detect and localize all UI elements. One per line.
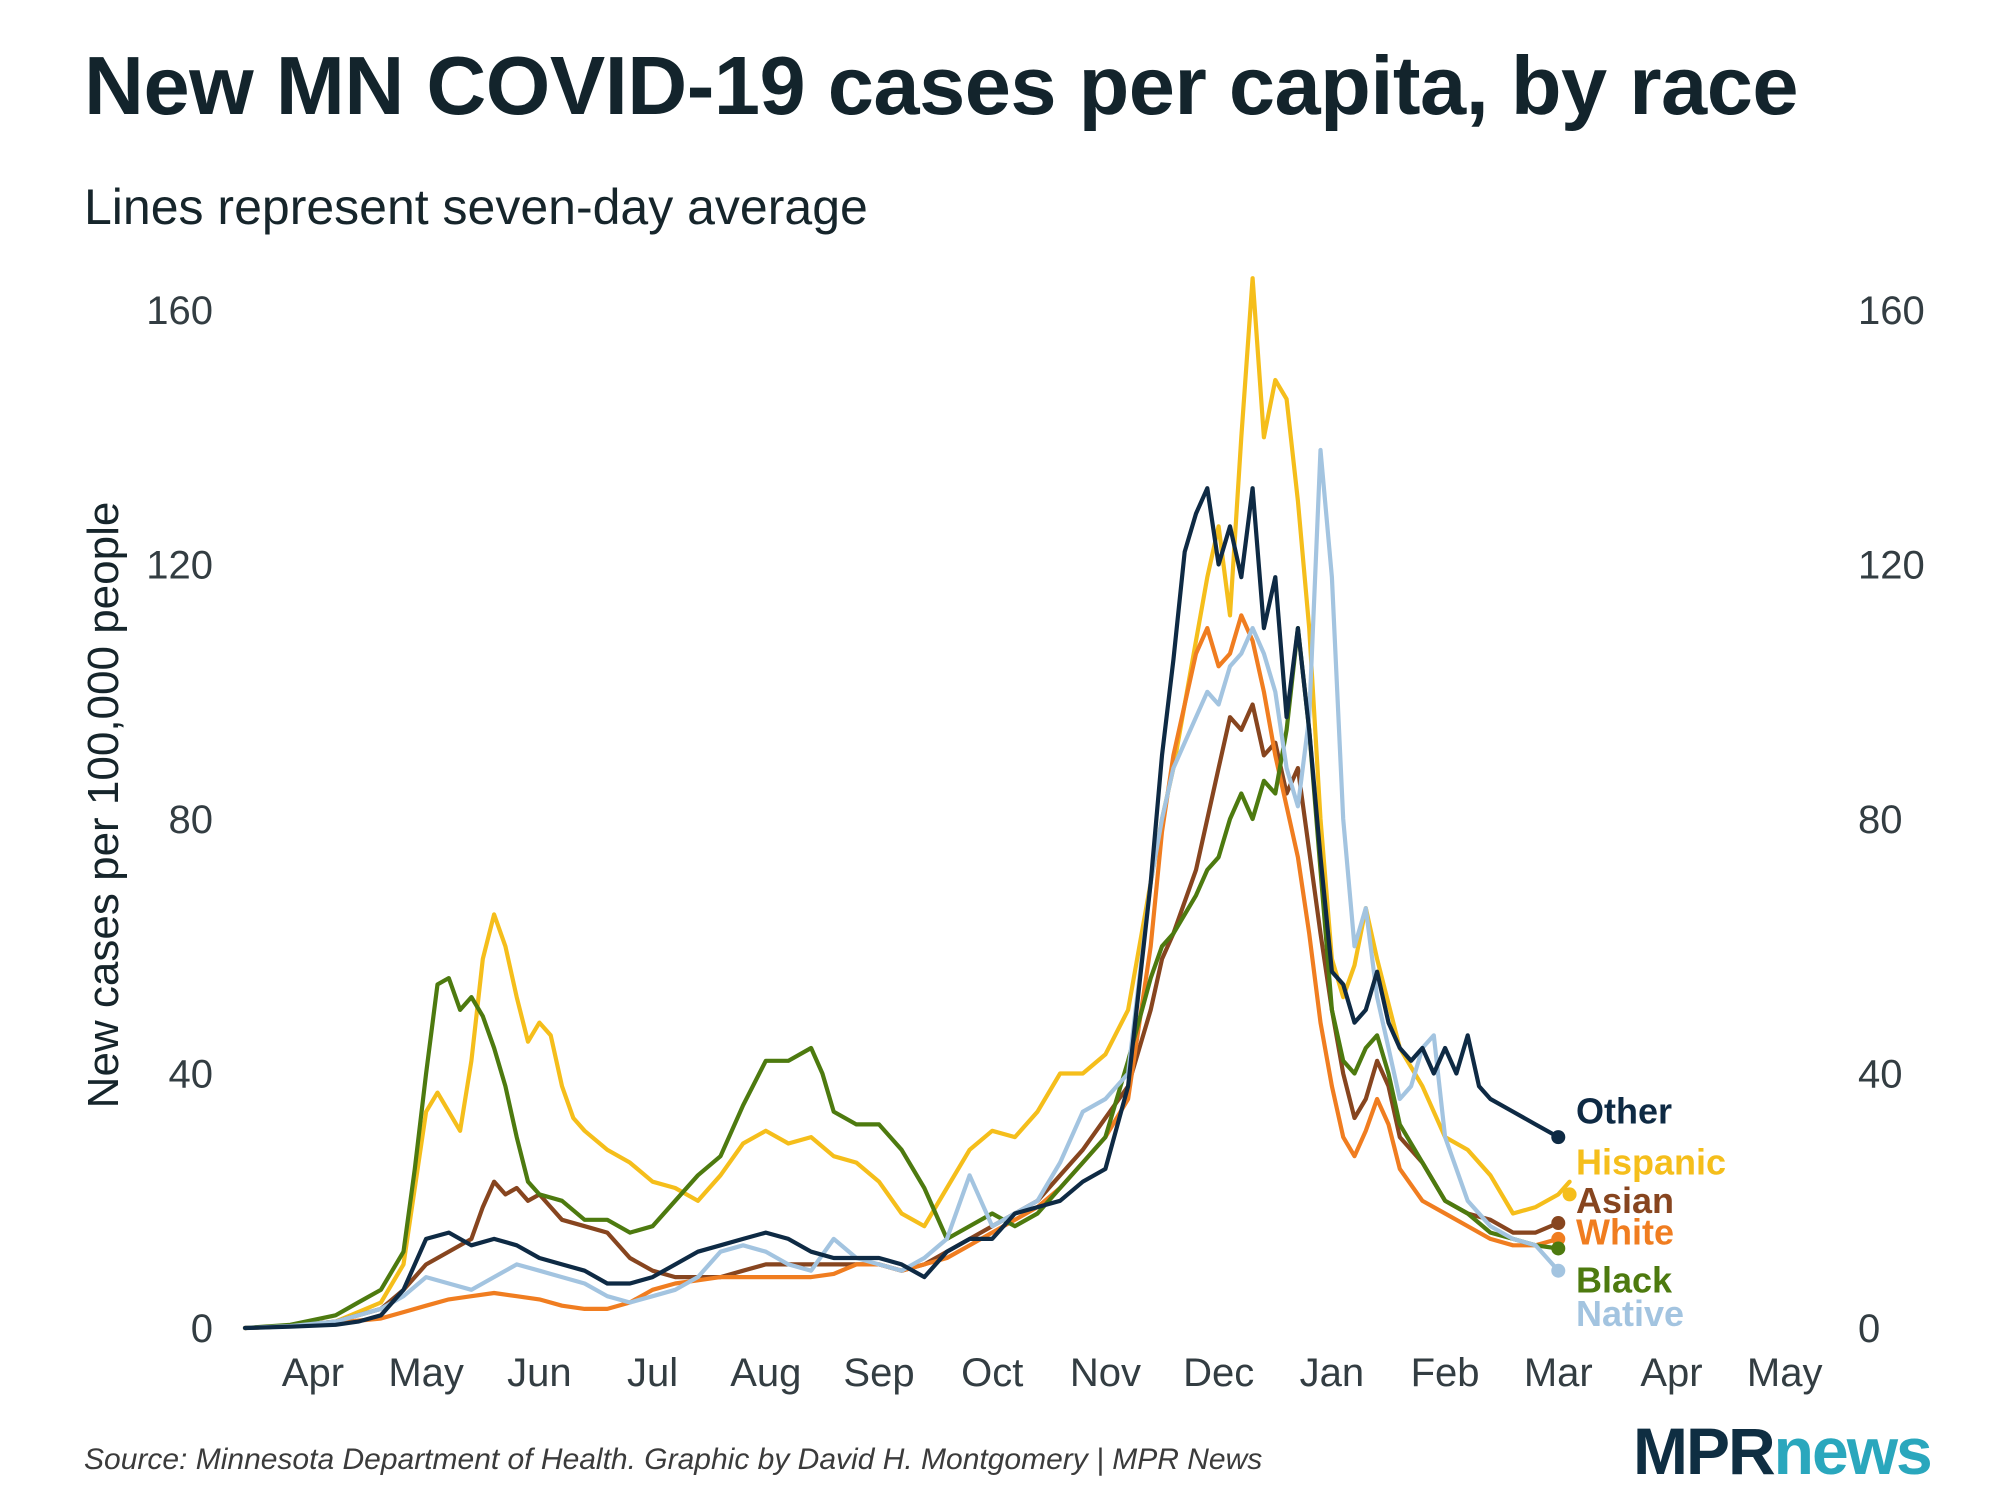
y-tick-label-left: 40 bbox=[169, 1053, 214, 1097]
y-tick-label-right: 80 bbox=[1858, 798, 1903, 842]
end-point-black bbox=[1551, 1241, 1566, 1256]
x-tick-label: Aug bbox=[730, 1351, 801, 1395]
x-tick-label: Feb bbox=[1411, 1351, 1480, 1395]
x-tick-label: May bbox=[388, 1351, 464, 1395]
end-label-other: Other bbox=[1576, 1091, 1672, 1132]
series-line-native bbox=[242, 447, 1561, 1331]
x-tick-label: Nov bbox=[1070, 1351, 1141, 1395]
mpr-news-logo: MPRnews bbox=[1633, 1418, 1933, 1484]
y-tick-label-left: 120 bbox=[146, 544, 213, 588]
y-axis-ticks: 0 0 40 40 80 80 120 120 160 160 bbox=[146, 289, 1925, 1351]
y-tick-label-right: 0 bbox=[1858, 1307, 1880, 1351]
x-tick-label: Oct bbox=[961, 1351, 1023, 1395]
end-point-asian bbox=[1551, 1216, 1566, 1231]
x-tick-label: Sep bbox=[843, 1351, 914, 1395]
x-tick-label: Jul bbox=[627, 1351, 678, 1395]
series-line-hispanic bbox=[242, 276, 1572, 1331]
end-point-native bbox=[1551, 1263, 1566, 1278]
end-label-native: Native bbox=[1576, 1293, 1684, 1334]
end-label-asian: Asian bbox=[1576, 1180, 1674, 1221]
x-tick-label: May bbox=[1747, 1351, 1823, 1395]
end-label-hispanic: Hispanic bbox=[1576, 1142, 1726, 1183]
x-tick-label: Jun bbox=[507, 1351, 572, 1395]
x-tick-label: Mar bbox=[1524, 1351, 1593, 1395]
logo-news-text: news bbox=[1773, 1414, 1933, 1488]
x-tick-label: Jan bbox=[1300, 1351, 1365, 1395]
y-tick-label-right: 40 bbox=[1858, 1053, 1903, 1097]
end-label-black: Black bbox=[1576, 1259, 1673, 1300]
chart-subtitle: Lines represent seven-day average bbox=[84, 179, 868, 235]
series-line-white bbox=[242, 613, 1561, 1331]
y-axis-label: New cases per 100,000 people bbox=[79, 502, 128, 1109]
x-tick-label: Dec bbox=[1183, 1351, 1254, 1395]
y-tick-label-left: 0 bbox=[191, 1307, 213, 1351]
x-tick-label: Apr bbox=[1640, 1351, 1702, 1395]
series-line-other bbox=[242, 486, 1561, 1331]
y-tick-label-right: 120 bbox=[1858, 544, 1925, 588]
end-label-white: White bbox=[1576, 1212, 1674, 1253]
end-point-other bbox=[1551, 1130, 1566, 1145]
y-tick-label-left: 160 bbox=[146, 289, 213, 333]
y-tick-label-left: 80 bbox=[169, 798, 214, 842]
series-line-black bbox=[242, 626, 1561, 1331]
x-axis-ticks: Apr May Jun Jul Aug Sep Oct Nov Dec Jan Feb Mar Apr M… bbox=[282, 1351, 1823, 1395]
source-credit: Source: Minnesota Department of Health. … bbox=[84, 1443, 1263, 1476]
x-tick-label: Apr bbox=[282, 1351, 344, 1395]
y-tick-label-right: 160 bbox=[1858, 289, 1925, 333]
series-lines bbox=[242, 276, 1577, 1331]
logo-mpr-text: MPR bbox=[1633, 1414, 1776, 1488]
end-point-hispanic bbox=[1562, 1187, 1577, 1202]
chart-title: New MN COVID-19 cases per capita, by rac… bbox=[84, 39, 1799, 132]
